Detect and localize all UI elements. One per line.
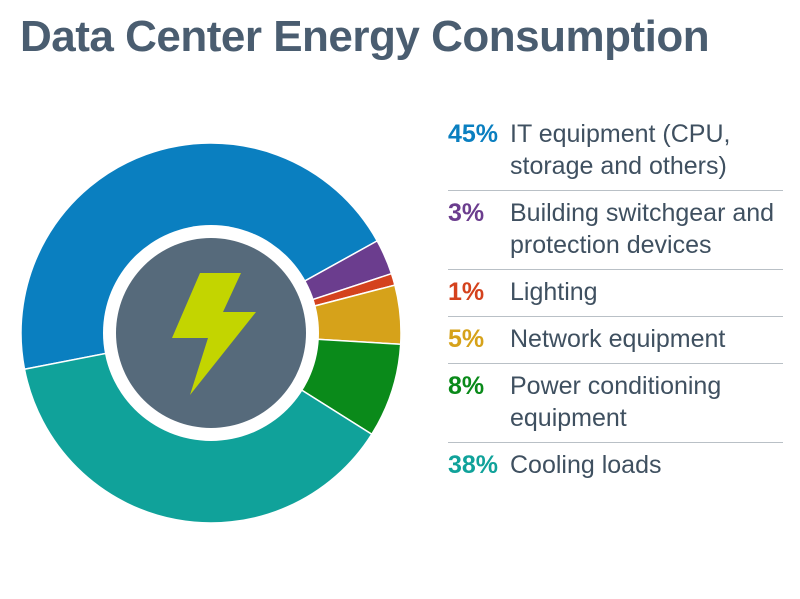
legend-value-label: 8% bbox=[448, 372, 485, 400]
legend-item: 38% Cooling loads bbox=[448, 443, 783, 489]
legend-label: Power conditioning equipment bbox=[510, 372, 722, 432]
legend-label: Cooling loads bbox=[510, 451, 662, 479]
legend-value-label: 1% bbox=[448, 278, 485, 306]
legend-label: IT equipment (CPU, storage and others) bbox=[510, 120, 731, 180]
chart bbox=[20, 142, 402, 524]
legend-item: 8% Power conditioning equipment bbox=[448, 364, 783, 443]
legend-value-label: 38% bbox=[448, 451, 499, 479]
legend-label: Network equipment bbox=[510, 325, 726, 353]
legend-value-label: 5% bbox=[448, 325, 485, 353]
legend-item: 3% Building switchgear and protection dev… bbox=[448, 191, 783, 270]
chart-title: Data Center Energy Consumption bbox=[20, 12, 710, 61]
lightning-icon bbox=[172, 273, 256, 395]
legend-value-label: 45% bbox=[448, 120, 499, 148]
legend-label: Lighting bbox=[510, 278, 598, 306]
legend-item: 45% IT equipment (CPU, storage and others… bbox=[448, 112, 783, 191]
legend: 45% IT equipment (CPU, storage and others… bbox=[448, 112, 783, 489]
legend-item: 1% Lighting bbox=[448, 270, 783, 317]
legend-item: 5% Network equipment bbox=[448, 317, 783, 364]
legend-label: Building switchgear and protection devic… bbox=[510, 199, 775, 259]
legend-value-label: 3% bbox=[448, 199, 485, 227]
